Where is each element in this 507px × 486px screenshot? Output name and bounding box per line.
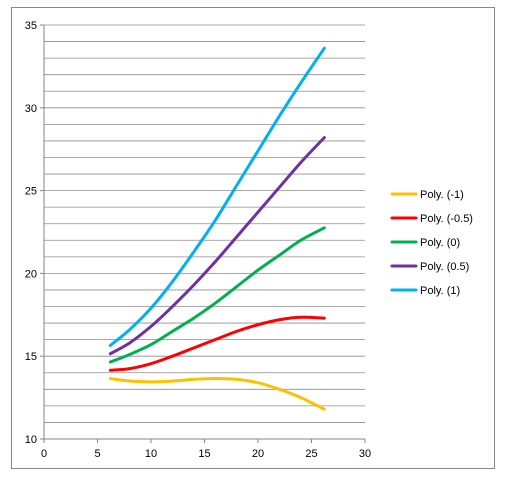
y-tick-label-10: 10: [25, 434, 37, 446]
axes: 10 15 20 25 30 35 0 5 10 15 20 25 30: [25, 20, 371, 460]
legend: Poly. (-1) Poly. (-0.5) Poly. (0) Poly. (0.…: [390, 189, 473, 297]
x-tick-label-25: 25: [305, 448, 317, 460]
x-tick-label-20: 20: [252, 448, 264, 460]
x-tick-label-0: 0: [41, 448, 47, 460]
x-tick-label-5: 5: [94, 448, 100, 460]
series-lines: [108, 46, 326, 411]
chart-area: 10 15 20 25 30 35 0 5 10 15 20 25 30 Poly. (-1) Poly.…: [11, 7, 495, 469]
series-line-3: [108, 136, 326, 356]
y-tick-label-30: 30: [25, 103, 37, 115]
series-line-1: [108, 315, 326, 372]
legend-label-4: Poly. (1): [420, 285, 460, 297]
legend-label-1: Poly. (-0.5): [420, 213, 473, 225]
series-line-4: [108, 46, 326, 347]
series-line-2: [108, 226, 326, 364]
legend-label-3: Poly. (0.5): [420, 261, 469, 273]
y-tick-label-25: 25: [25, 186, 37, 198]
legend-label-0: Poly. (-1): [420, 189, 464, 201]
series-line-0: [108, 377, 326, 411]
y-tick-label-15: 15: [25, 351, 37, 363]
x-tick-label-10: 10: [145, 448, 157, 460]
y-tick-label-35: 35: [25, 20, 37, 32]
x-tick-label-15: 15: [198, 448, 210, 460]
y-tick-label-20: 20: [25, 268, 37, 280]
x-tick-label-30: 30: [359, 448, 371, 460]
gridlines: [44, 24, 365, 440]
legend-label-2: Poly. (0): [420, 237, 460, 249]
